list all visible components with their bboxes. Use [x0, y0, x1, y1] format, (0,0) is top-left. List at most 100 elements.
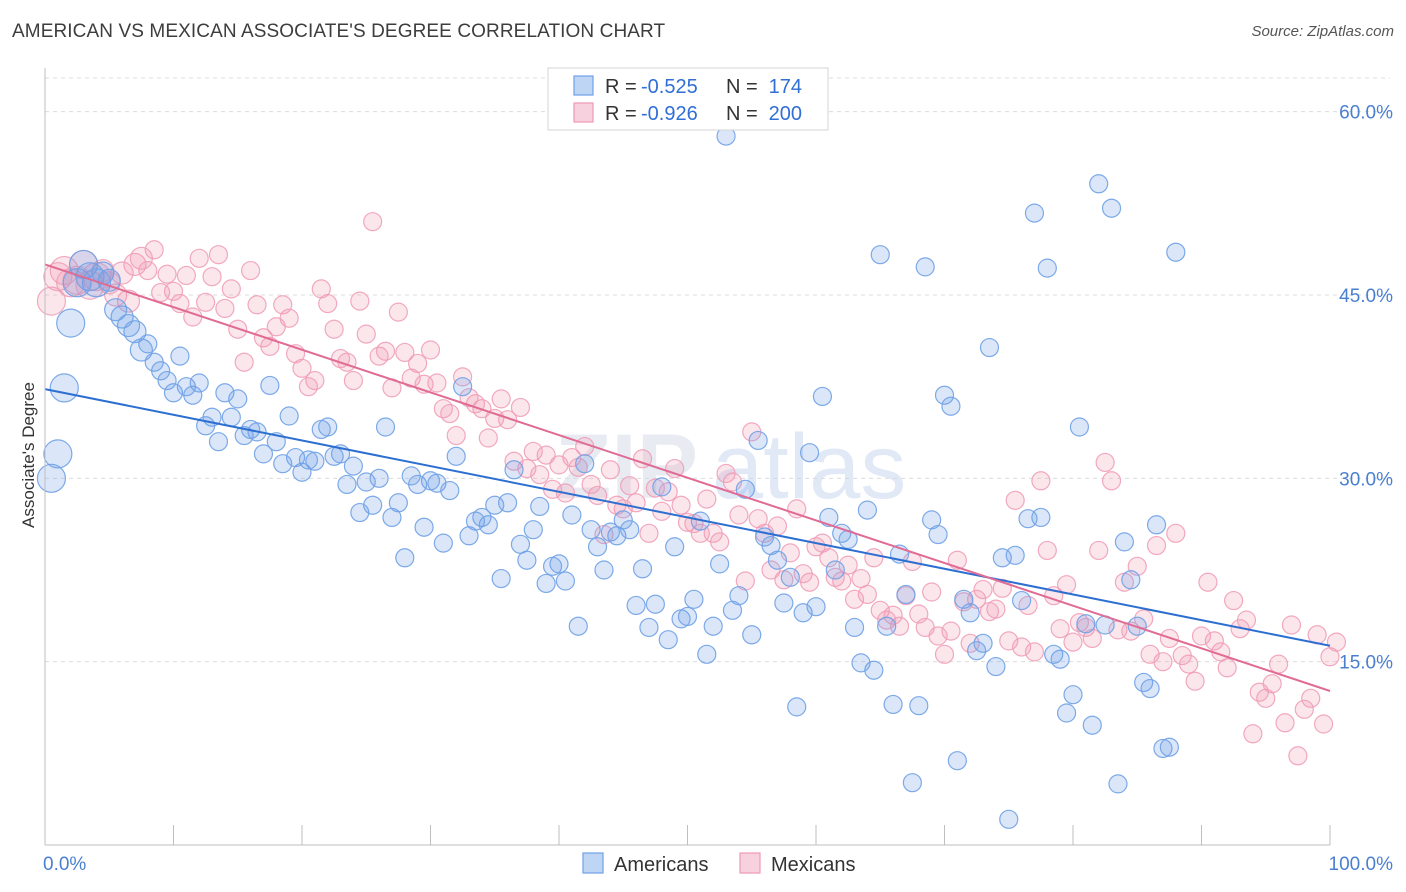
american-point — [703, 616, 723, 636]
mexican-point — [163, 281, 184, 301]
legend-n-label: N = — [726, 103, 758, 125]
american-point — [1166, 242, 1186, 262]
american-point — [986, 656, 1006, 677]
american-point — [806, 597, 826, 617]
american-point — [844, 617, 865, 638]
american-point — [999, 809, 1019, 829]
american-point — [562, 505, 582, 525]
american-point — [947, 751, 967, 771]
american-point — [780, 567, 800, 587]
trend-lines — [44, 263, 1331, 692]
american-point — [1005, 545, 1025, 565]
american-point — [517, 550, 537, 570]
mexican-point — [838, 555, 858, 575]
american-point — [530, 496, 550, 517]
y-tick-label: 15.0% — [1339, 653, 1393, 674]
american-point — [1050, 649, 1070, 669]
mexican-point — [1191, 626, 1212, 646]
mexican-point — [324, 319, 344, 339]
mexican-point — [934, 644, 955, 664]
mexican-point — [825, 567, 845, 587]
american-point — [395, 548, 415, 568]
american-point — [857, 500, 878, 520]
mexican-point — [350, 291, 370, 311]
legend-r-label: R = — [605, 76, 637, 98]
american-point — [677, 606, 698, 627]
american-point — [665, 537, 685, 557]
watermark-atlas: atlas — [712, 416, 906, 518]
american-point — [97, 268, 121, 292]
mexican-point — [1179, 654, 1199, 674]
y-tick-label: 30.0% — [1339, 469, 1393, 490]
mexican-point — [420, 340, 441, 360]
mexican-point — [645, 478, 665, 498]
mexican-point — [279, 308, 299, 328]
mexican-point — [729, 505, 749, 525]
mexican-point — [639, 523, 659, 543]
mexican-point — [318, 293, 338, 314]
mexican-point — [363, 212, 383, 232]
american-point — [472, 507, 492, 528]
american-point — [735, 479, 755, 499]
american-point — [729, 586, 749, 606]
american-point — [1159, 737, 1179, 757]
american-point — [877, 616, 897, 636]
legend-n-label: N = — [726, 76, 758, 98]
mexican-point — [395, 342, 415, 363]
american-point — [799, 443, 820, 463]
mexican-point — [947, 550, 967, 570]
american-point — [446, 446, 466, 466]
mexican-point — [388, 302, 408, 322]
american-point — [819, 507, 839, 528]
american-point — [812, 386, 833, 407]
american-point — [36, 463, 67, 493]
american-point — [356, 472, 376, 492]
mexican-point — [1011, 637, 1032, 657]
american-point — [581, 520, 601, 540]
american-point — [138, 334, 158, 354]
american-point — [652, 477, 672, 497]
mexican-point — [356, 324, 376, 344]
american-point — [318, 417, 338, 437]
mexican-point — [710, 532, 730, 552]
american-point — [928, 524, 948, 545]
americans-trend-line — [44, 388, 1331, 647]
american-point — [587, 537, 608, 557]
mexican-point — [1037, 540, 1057, 561]
american-point — [1153, 738, 1173, 759]
american-point — [697, 644, 717, 664]
american-point — [1011, 590, 1032, 611]
american-point — [710, 554, 730, 574]
american-point — [600, 522, 621, 542]
americans-points — [36, 126, 1186, 829]
mexican-point — [234, 352, 254, 372]
american-point — [575, 454, 595, 474]
legend-stats: R = -0.525 N = 174 R = -0.926 N = 200 — [547, 67, 829, 131]
american-point — [645, 594, 665, 614]
mexican-point — [440, 403, 460, 424]
mexican-point — [1095, 452, 1115, 473]
mexican-point — [1301, 688, 1321, 708]
mexican-point — [202, 267, 222, 287]
american-point — [260, 375, 280, 396]
mexican-point — [1063, 632, 1083, 652]
mexican-point — [1134, 609, 1154, 629]
american-point — [157, 370, 177, 391]
axes — [44, 68, 1331, 846]
american-point — [1114, 532, 1135, 552]
mexican-point — [176, 265, 196, 286]
american-point — [1089, 174, 1109, 194]
mexican-point — [1089, 540, 1109, 561]
american-point — [1076, 614, 1096, 634]
american-point — [433, 533, 453, 553]
american-point — [568, 616, 588, 636]
american-point — [408, 474, 428, 495]
american-point — [787, 697, 807, 717]
american-point — [523, 520, 543, 540]
y-tick-label: 45.0% — [1339, 286, 1393, 307]
mexican-point — [1313, 714, 1334, 734]
mexican-point — [986, 599, 1006, 619]
mexican-point — [819, 548, 839, 568]
american-point — [536, 573, 556, 594]
mexican-point — [144, 240, 164, 260]
